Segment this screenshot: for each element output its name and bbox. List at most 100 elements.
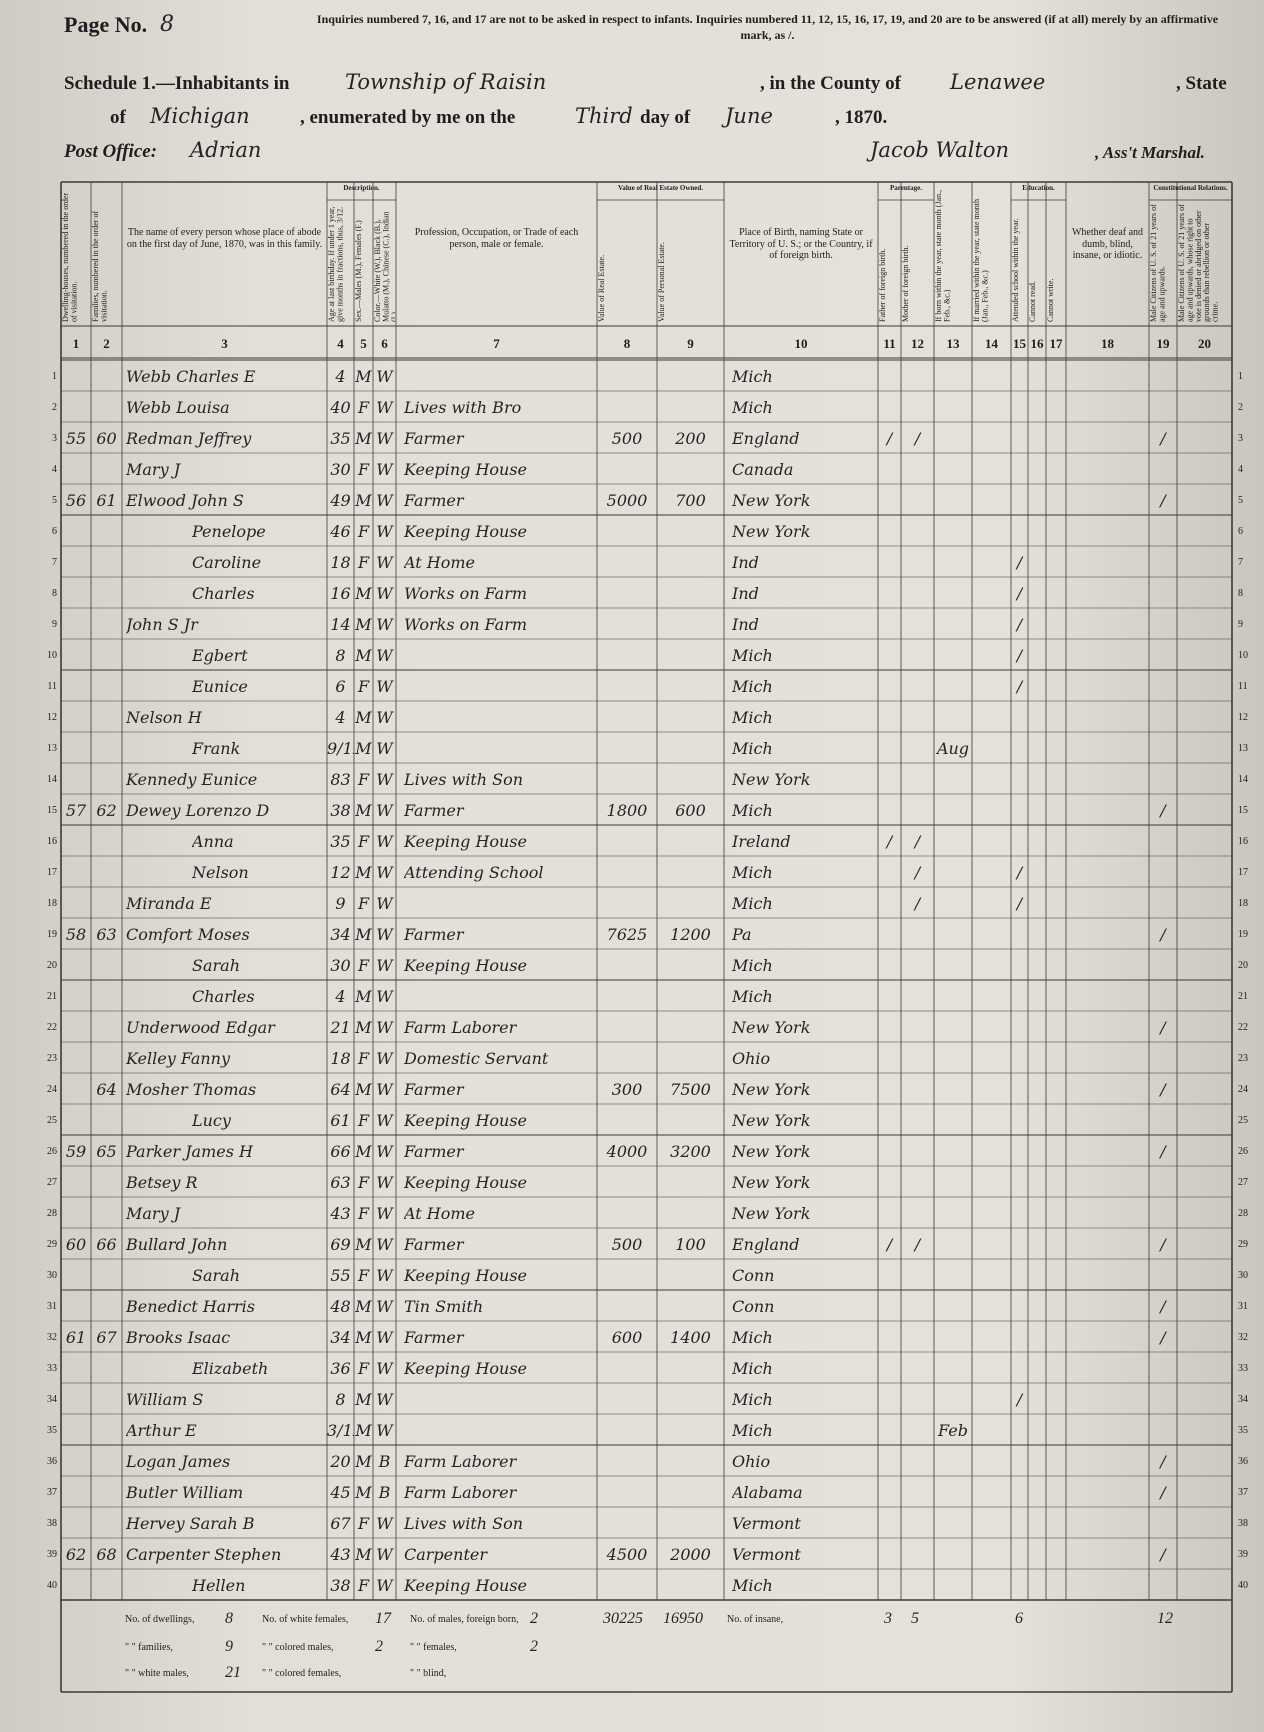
occupation: Carpenter [404,1545,487,1564]
column-heading: Families, numbered in the order of visit… [92,210,109,322]
line-number: 13 [1238,743,1248,754]
sex: F [357,1204,370,1223]
line-number: 24 [47,1084,57,1095]
column-number: 15 [1013,336,1026,351]
line-number: 17 [47,867,57,878]
birthplace: Mich [732,677,773,696]
occupation: Farm Laborer [404,1483,517,1502]
line-number: 5 [1238,495,1243,506]
sex: F [357,553,370,572]
name: Nelson [192,863,249,882]
column-heading: If married within the year, state month … [973,199,990,322]
real-estate: 300 [611,1080,643,1099]
line-number: 8 [1238,588,1243,599]
line-number: 37 [47,1487,57,1498]
line-number: 15 [1238,805,1248,816]
color: W [376,1359,393,1378]
line-number: 32 [1238,1332,1248,1343]
sex: M [355,863,372,882]
color: W [376,987,393,1006]
color: W [376,1018,393,1037]
footer-white-males-label: " " white males, [125,1668,189,1679]
color: W [376,1266,393,1285]
footer-real-estate-total: 30225 [603,1610,643,1627]
occupation: Tin Smith [404,1297,484,1316]
family: 65 [96,1142,117,1161]
occupation: Farmer [404,925,464,944]
occupation: Keeping House [404,1266,528,1285]
column-heading: If born within the year, state month (Ja… [935,189,952,322]
sex: M [355,1080,372,1099]
sex: M [355,1452,372,1471]
age: 6 [335,677,346,696]
column-number: 12 [911,336,924,351]
citizen: / [1160,491,1166,510]
color: W [376,739,393,758]
occupation: Domestic Servant [404,1049,549,1068]
sex: M [355,739,372,758]
age: 46 [330,522,351,541]
year: , 1870. [835,107,888,128]
line-number: 24 [1238,1084,1248,1095]
citizen: / [1160,1235,1166,1254]
age: 34 [330,925,351,944]
line-number: 27 [1238,1177,1248,1188]
footer-colored-females-label: " " colored females, [262,1668,342,1679]
color: W [376,1328,393,1347]
occupation: Lives with Bro [404,398,522,417]
age: 8 [335,1390,346,1409]
school: / [1016,894,1023,913]
color: W [376,708,393,727]
line-number: 26 [47,1146,57,1157]
mother-foreign: / [914,832,921,851]
birthplace: Conn [732,1297,775,1316]
column-number: 2 [103,336,110,351]
personal-estate: 1200 [670,925,711,944]
family: 62 [96,801,117,820]
line-number: 35 [1238,1425,1248,1436]
color: W [376,863,393,882]
color: W [376,1297,393,1316]
birthplace: Ind [732,584,759,603]
line-number: 16 [1238,836,1248,847]
occupation: Farmer [404,1142,464,1161]
line-number: 30 [47,1270,57,1281]
color: W [376,1576,393,1595]
birthplace: Ind [732,615,759,634]
column-number: 17 [1049,336,1063,351]
birthplace: Ireland [732,832,791,851]
page-number: 8 [160,12,174,37]
age: 66 [330,1142,351,1161]
line-number: 18 [47,898,57,909]
real-estate: 7625 [606,925,648,944]
name: Bullard John [126,1235,228,1254]
footer-foreign-females-label: " " females, [410,1642,457,1653]
day-of-label: day of [640,107,691,128]
color: W [376,1111,393,1130]
line-number: 29 [47,1239,57,1250]
line-number: 15 [47,805,57,816]
line-number: 25 [1238,1115,1248,1126]
name: Kelley Fanny [126,1049,231,1068]
birthplace: Pa [732,925,752,944]
color: W [376,367,393,386]
birthplace: England [732,429,800,448]
line-number: 2 [1238,402,1243,413]
birthplace: Mich [732,863,773,882]
color: W [376,1142,393,1161]
column-heading: Sex.—Males (M.), Females (F.) [355,220,363,322]
age: 38 [330,1576,351,1595]
column-heading: Value of Real Estate. [598,254,606,322]
color: W [376,460,393,479]
post-office: Adrian [190,138,262,162]
line-number: 28 [1238,1208,1248,1219]
citizen: / [1160,925,1166,944]
personal-estate: 1400 [670,1328,711,1347]
color: W [376,646,393,665]
column-heading: Mother of foreign birth. [902,245,910,322]
name: Redman Jeffrey [126,429,252,448]
occupation: Lives with Son [404,1514,524,1533]
age: 45 [330,1483,351,1502]
name: Caroline [192,553,262,572]
